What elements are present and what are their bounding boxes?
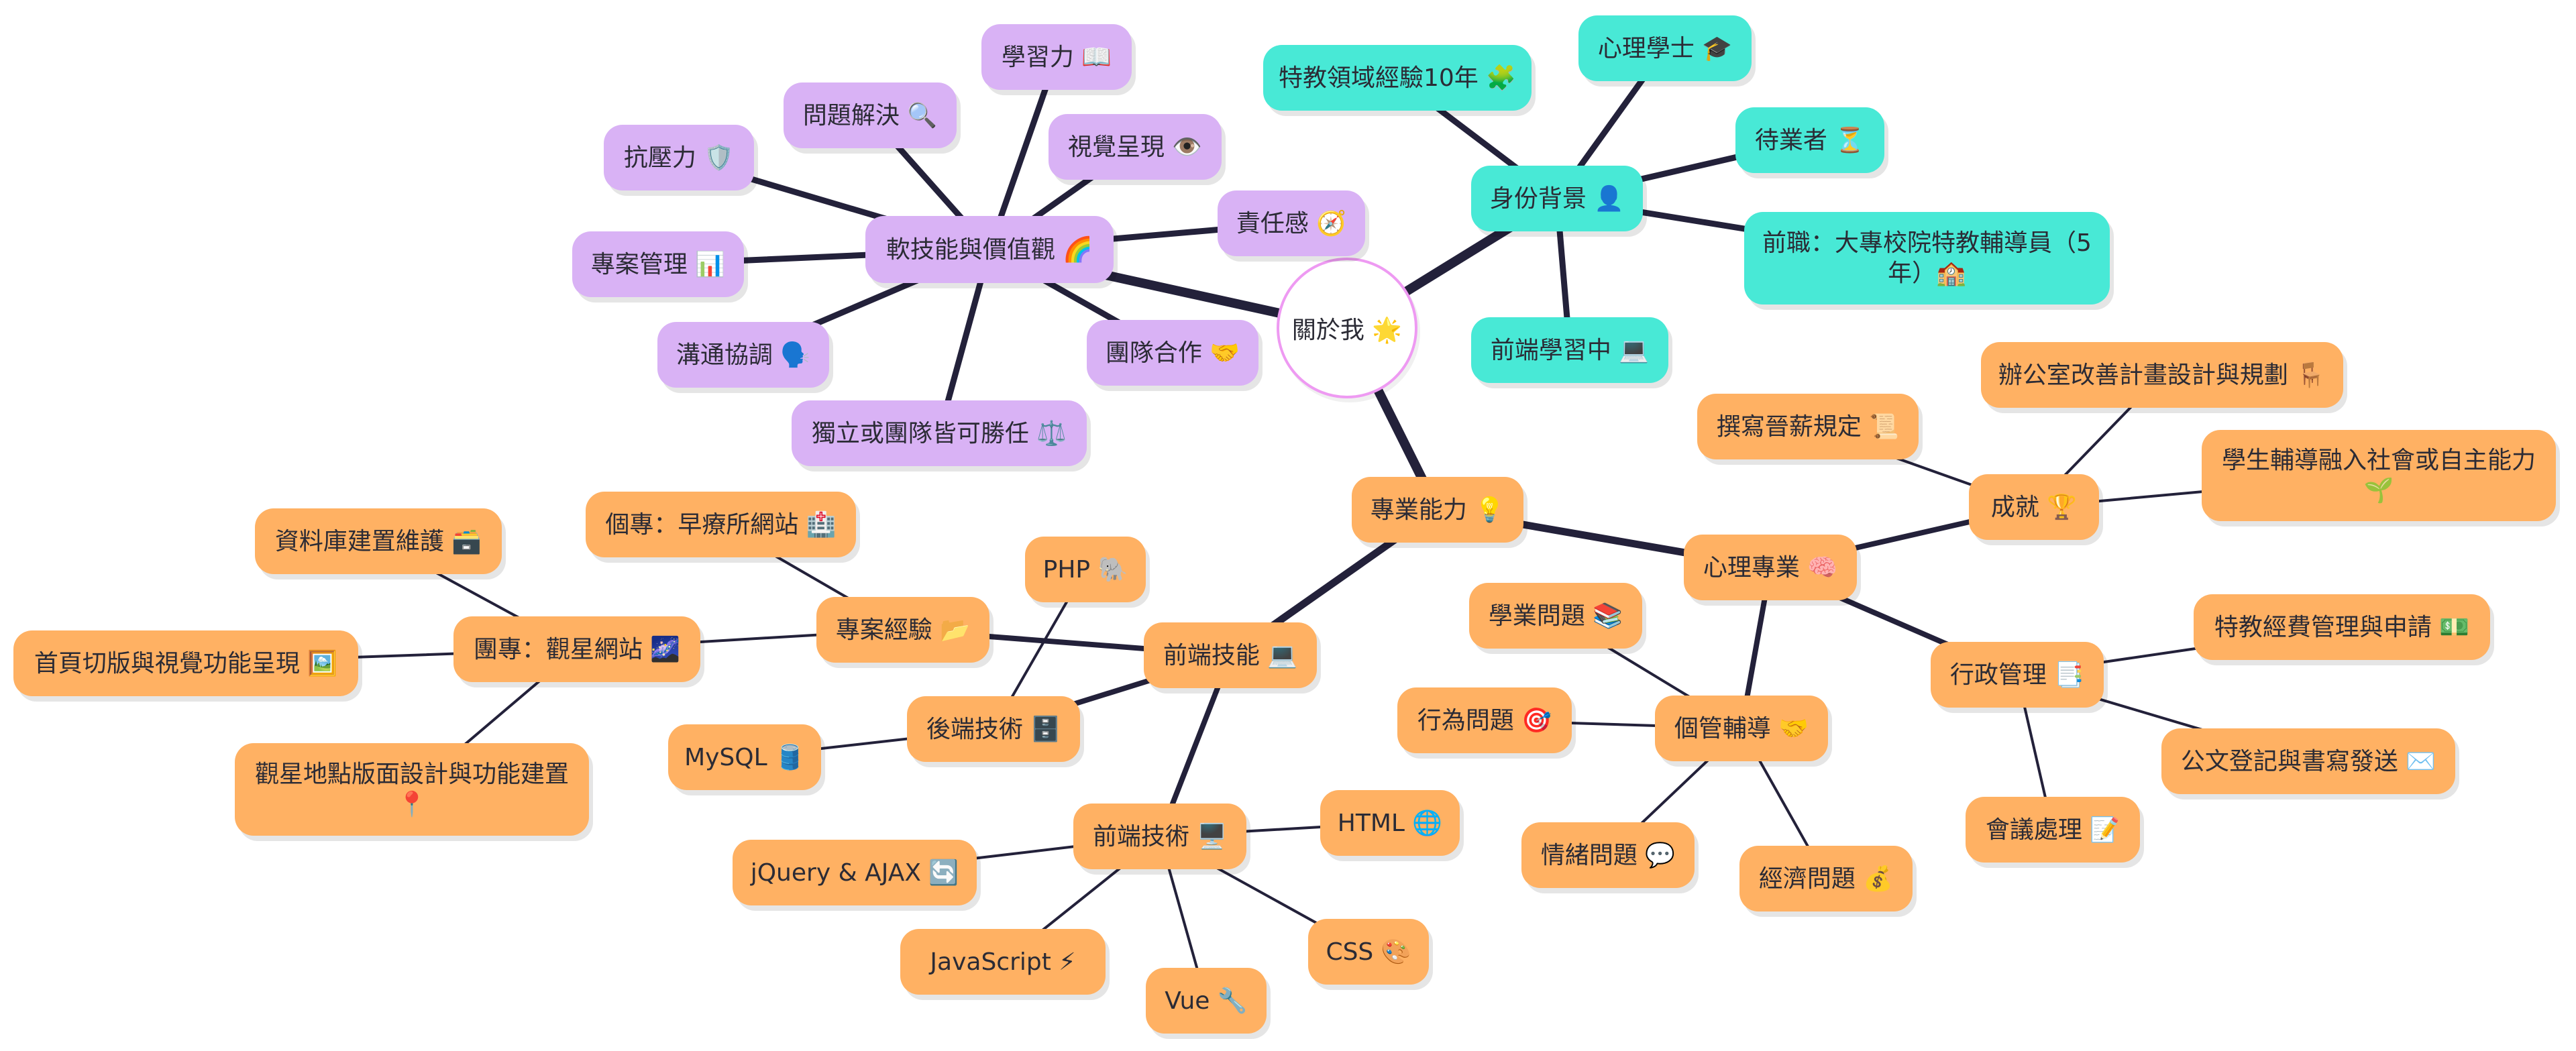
frontend-tech-node[interactable]: 前端技術 🖥️ <box>1073 804 1246 869</box>
administration-node[interactable]: 行政管理 📑 <box>1931 642 2104 708</box>
behavior-issues-node[interactable]: 行為問題 🎯 <box>1397 687 1572 753</box>
office-improvement-node[interactable]: 辦公室改善計畫設計與規劃 🪑 <box>1981 342 2343 408</box>
project-management-node[interactable]: 專案管理 📊 <box>572 231 744 297</box>
job-seeker-node[interactable]: 待業者 ⏳ <box>1735 107 1884 173</box>
frontend-skills-node[interactable]: 前端技能 💻 <box>1144 622 1317 688</box>
team-project-node[interactable]: 團專：觀星網站 🌌 <box>453 616 700 682</box>
jquery-ajax-node[interactable]: jQuery & AJAX 🔄 <box>733 840 977 905</box>
salary-rules-node[interactable]: 撰寫晉薪規定 📜 <box>1697 394 1919 459</box>
teamwork-node[interactable]: 團隊合作 🤝 <box>1087 320 1258 386</box>
responsibility-node[interactable]: 責任感 🧭 <box>1218 190 1365 256</box>
stargazing-spots-node[interactable]: 觀星地點版面設計與功能建置 📍 <box>235 743 589 836</box>
psychology-expertise-node[interactable]: 心理專業 🧠 <box>1684 535 1857 600</box>
php-node[interactable]: PHP 🐘 <box>1025 537 1146 602</box>
html-node[interactable]: HTML 🌐 <box>1320 790 1460 856</box>
learning-frontend-node[interactable]: 前端學習中 💻 <box>1471 317 1668 383</box>
special-ed-funds-node[interactable]: 特教經費管理與申請 💵 <box>2194 594 2490 660</box>
central-node[interactable]: 關於我 🌟 <box>1277 258 1417 398</box>
homepage-layout-node[interactable]: 首頁切版與視覺功能呈現 🖼️ <box>13 630 358 696</box>
stress-resistance-node[interactable]: 抗壓力 🛡️ <box>604 125 754 190</box>
achievements-node[interactable]: 成就 🏆 <box>1969 474 2099 540</box>
project-experience-node[interactable]: 專案經驗 📂 <box>816 597 989 663</box>
psychology-degree-node[interactable]: 心理學士 🎓 <box>1578 15 1752 81</box>
professional-skills-node[interactable]: 專業能力 💡 <box>1352 477 1523 543</box>
independent-or-team-node[interactable]: 獨立或團隊皆可勝任 ⚖️ <box>792 400 1087 466</box>
meeting-handling-node[interactable]: 會議處理 📝 <box>1966 797 2140 863</box>
previous-job-node[interactable]: 前職：大專校院特教輔導員（5年）🏫 <box>1744 212 2110 305</box>
backend-tech-node[interactable]: 後端技術 🗄️ <box>907 696 1080 762</box>
learning-node[interactable]: 學習力 📖 <box>981 24 1132 90</box>
student-counseling-node[interactable]: 學生輔導融入社會或自主能力 🌱 <box>2202 430 2556 521</box>
academic-issues-node[interactable]: 學業問題 📚 <box>1469 583 1642 649</box>
problem-solving-node[interactable]: 問題解決 🔍 <box>784 82 957 148</box>
solo-project-node[interactable]: 個專：早療所網站 🏥 <box>586 492 856 557</box>
soft-skills-node[interactable]: 軟技能與價值觀 🌈 <box>865 216 1114 283</box>
vue-node[interactable]: Vue 🔧 <box>1146 968 1267 1034</box>
official-documents-node[interactable]: 公文登記與書寫發送 ✉️ <box>2161 728 2455 794</box>
mysql-node[interactable]: MySQL 🛢️ <box>668 724 821 790</box>
communication-node[interactable]: 溝通協調 🗣️ <box>657 322 829 388</box>
javascript-node[interactable]: JavaScript ⚡ <box>900 929 1106 995</box>
identity-background-node[interactable]: 身份背景 👤 <box>1471 166 1643 231</box>
css-node[interactable]: CSS 🎨 <box>1308 919 1429 985</box>
database-maintenance-node[interactable]: 資料庫建置維護 🗃️ <box>255 508 502 574</box>
visual-presentation-node[interactable]: 視覺呈現 👁️ <box>1049 114 1222 180</box>
case-management-node[interactable]: 個管輔導 🤝 <box>1655 696 1828 761</box>
emotional-issues-node[interactable]: 情緒問題 💬 <box>1521 822 1695 888</box>
economic-issues-node[interactable]: 經濟問題 💰 <box>1739 846 1913 911</box>
special-ed-experience-node[interactable]: 特教領域經驗10年 🧩 <box>1263 45 1532 111</box>
